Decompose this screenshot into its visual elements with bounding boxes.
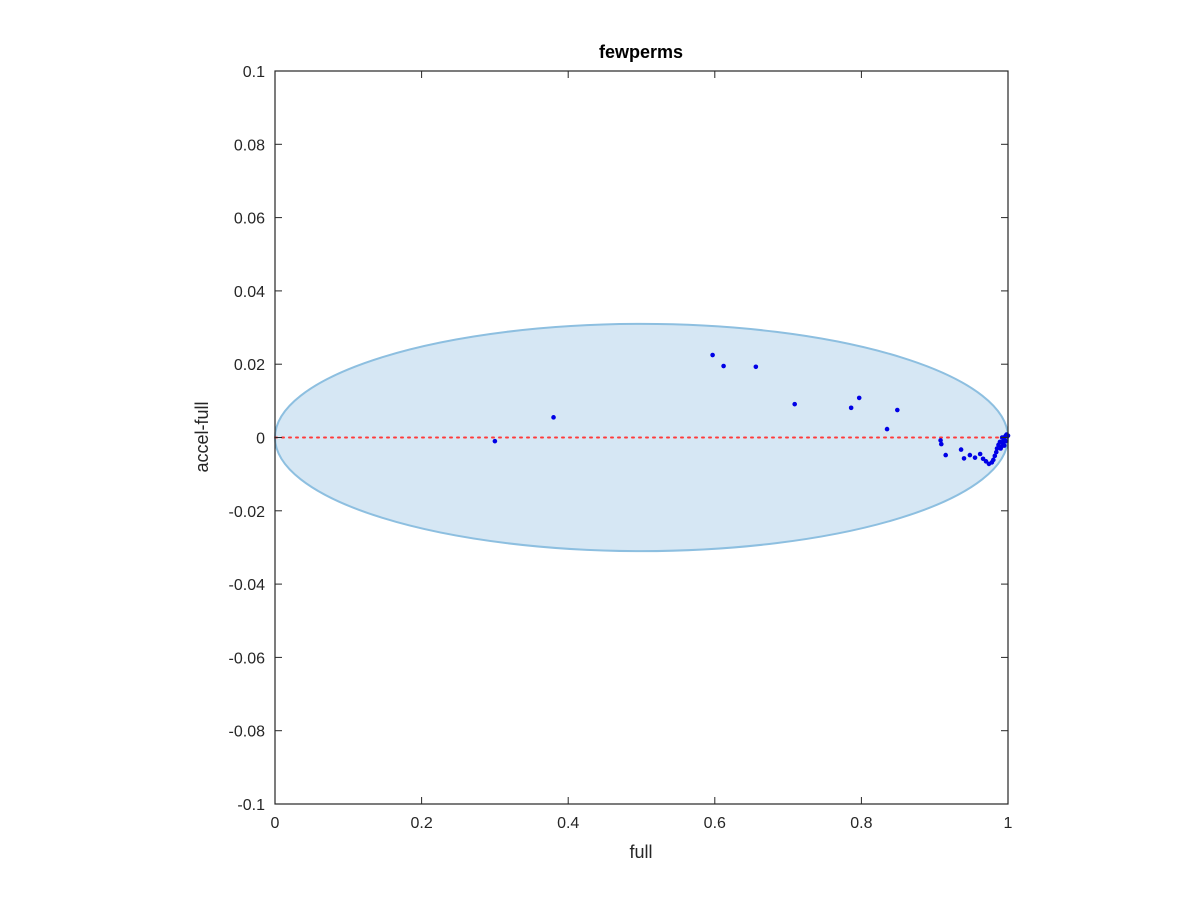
data-point-39: [1003, 438, 1009, 444]
data-point-13: [958, 447, 964, 452]
data-point-3: [721, 363, 726, 369]
y-tick-label-4: 0.02: [234, 357, 265, 374]
data-point-15: [967, 452, 973, 458]
x-tick-label-3: 0.6: [704, 815, 726, 832]
data-point-0: [492, 438, 498, 444]
y-tick-label-1: 0.08: [234, 137, 265, 154]
data-point-16: [972, 455, 978, 460]
data-point-14: [961, 456, 967, 461]
x-tick-label-4: 0.8: [850, 815, 872, 832]
data-point-2: [710, 352, 715, 358]
data-point-22: [991, 457, 996, 463]
data-point-38: [993, 449, 999, 455]
x-tick-label-2: 0.4: [557, 815, 579, 832]
x-axis-label: full: [629, 842, 652, 862]
y-tick-label-9: -0.08: [229, 724, 266, 741]
data-point-7: [856, 395, 862, 401]
data-point-4: [753, 364, 759, 370]
y-tick-label-0: 0.1: [243, 64, 265, 81]
y-axis-label: accel-full: [192, 401, 212, 472]
x-tick-label-1: 0.2: [410, 815, 432, 832]
y-tick-label-3: 0.04: [234, 284, 265, 301]
data-point-10: [938, 438, 943, 443]
data-point-1: [551, 415, 556, 420]
data-point-6: [848, 405, 854, 411]
y-tick-label-7: -0.04: [229, 577, 266, 594]
y-tick-label-5: 0: [256, 431, 265, 448]
axes-layer: 0 0.2 0.4 0.6 0.8 1 0.1 0.08 0.06 0.04 0.02 0 -0.02 -…: [229, 64, 1013, 832]
data-point-8: [884, 426, 890, 432]
chart-title: fewperms: [599, 42, 683, 62]
data-point-17: [977, 451, 983, 457]
data-point-12: [943, 452, 948, 458]
data-point-30: [1002, 443, 1007, 448]
data-point-23: [992, 453, 998, 459]
y-tick-label-6: -0.02: [229, 504, 266, 521]
data-point-24: [994, 446, 1000, 451]
x-tick-label-0: 0: [271, 815, 280, 832]
data-point-9: [895, 407, 900, 413]
y-tick-label-2: 0.06: [234, 211, 265, 228]
data-point-37: [998, 446, 1003, 451]
data-point-11: [938, 441, 944, 447]
y-tick-label-8: -0.06: [229, 650, 266, 667]
y-tick-label-10: -0.1: [237, 797, 265, 814]
x-tick-label-5: 1: [1004, 815, 1013, 832]
data-point-5: [792, 401, 797, 407]
